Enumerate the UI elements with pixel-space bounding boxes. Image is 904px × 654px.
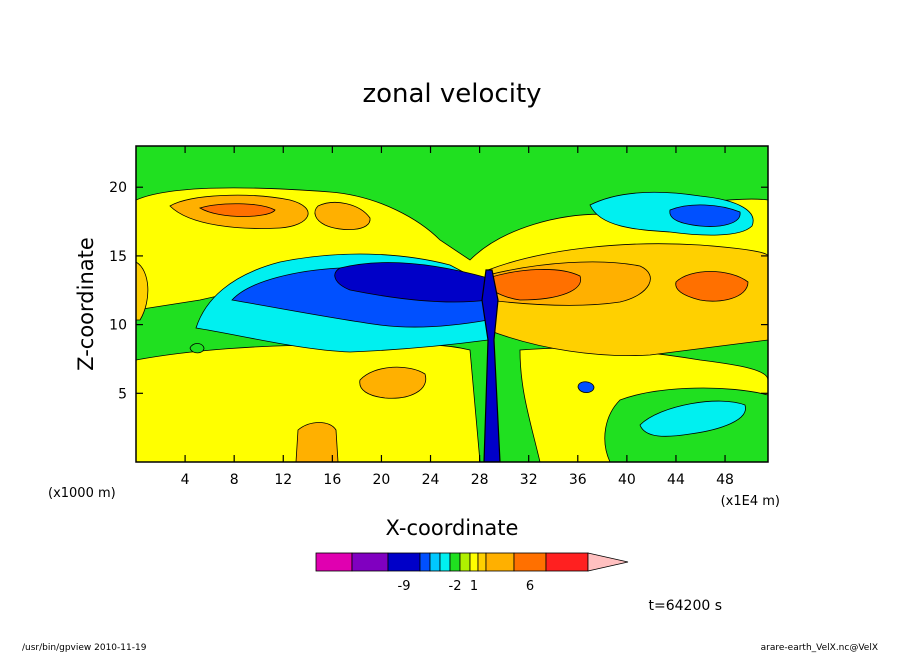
- x-tick-label: 44: [667, 472, 685, 488]
- x-tick-label: 48: [716, 472, 734, 488]
- y-axis-label: Z-coordinate: [74, 237, 98, 371]
- x-tick-label: 4: [181, 472, 190, 488]
- colorbar-segment: [545, 552, 589, 572]
- colorbar-tick-label: -9: [398, 579, 411, 594]
- colorbar-segment: [459, 552, 471, 572]
- contour-orange-upper-left-core: [199, 203, 276, 217]
- contour-blue-lower-right: [577, 381, 595, 394]
- contour-orange-lower-left: [295, 422, 339, 462]
- contour-orange-lower-mid: [359, 366, 427, 399]
- x-unit-left-label: (x1000 m): [48, 486, 116, 501]
- contour-cyan-lower-right: [639, 400, 746, 437]
- y-tick-label: 20: [109, 180, 127, 196]
- colorbar-segment: [485, 552, 515, 572]
- footer-right: arare-earth_VelX.nc@VelX: [761, 643, 878, 653]
- plot-frame: [135, 145, 769, 463]
- contour-central-jet: [481, 269, 501, 462]
- chart-title: zonal velocity: [362, 79, 541, 109]
- colorbar-segment: [469, 552, 479, 572]
- colorbar-tick-label: 6: [526, 579, 534, 594]
- contour-yellow-left-edge: [136, 261, 149, 321]
- contour-orange-upper-mid: [314, 202, 371, 230]
- contour-blue-upper-right: [669, 204, 741, 227]
- x-axis-ticks: 4 8 12 16 20 24 28 32 36 40 44 48: [181, 146, 734, 488]
- footer-left: /usr/bin/gpview 2010-11-19: [22, 643, 147, 653]
- y-axis-ticks: 5 10 15 20: [109, 180, 768, 402]
- colorbar-segment: [315, 552, 353, 572]
- plot-area: [136, 146, 768, 462]
- colorbar-labels: -9 -2 1 6: [398, 579, 535, 594]
- x-tick-label: 8: [230, 472, 239, 488]
- colorbar-tick-label: -2: [449, 579, 462, 594]
- x-tick-label: 20: [373, 472, 391, 488]
- contour-darkblue-left: [334, 262, 489, 303]
- colorbar-segment: [429, 552, 441, 572]
- x-tick-label: 32: [520, 472, 538, 488]
- colorbar: [315, 552, 629, 572]
- colorbar-segment: [351, 552, 389, 572]
- contour-green-spot-left: [189, 343, 205, 354]
- colorbar-segment: [477, 552, 487, 572]
- colorbar-segment: [513, 552, 547, 572]
- colorbar-segment: [419, 552, 431, 572]
- y-tick-label: 5: [118, 386, 127, 402]
- x-tick-label: 28: [471, 472, 489, 488]
- x-tick-label: 36: [569, 472, 587, 488]
- x-unit-right-label: (x1E4 m): [721, 494, 780, 509]
- contour-orange-right-far: [675, 271, 749, 302]
- x-tick-label: 24: [422, 472, 440, 488]
- colorbar-segment: [387, 552, 421, 572]
- colorbar-segment: [439, 552, 451, 572]
- y-tick-label: 10: [109, 318, 127, 334]
- colorbar-arrow: [587, 552, 629, 572]
- y-tick-label: 15: [109, 249, 127, 265]
- x-tick-label: 16: [323, 472, 341, 488]
- time-label: t=64200 s: [649, 598, 723, 614]
- x-tick-label: 12: [274, 472, 292, 488]
- colorbar-tick-label: 1: [470, 579, 478, 594]
- contour-redorange-right: [487, 269, 582, 301]
- colorbar-segment: [449, 552, 461, 572]
- x-axis-label: X-coordinate: [386, 516, 519, 540]
- x-tick-label: 40: [618, 472, 636, 488]
